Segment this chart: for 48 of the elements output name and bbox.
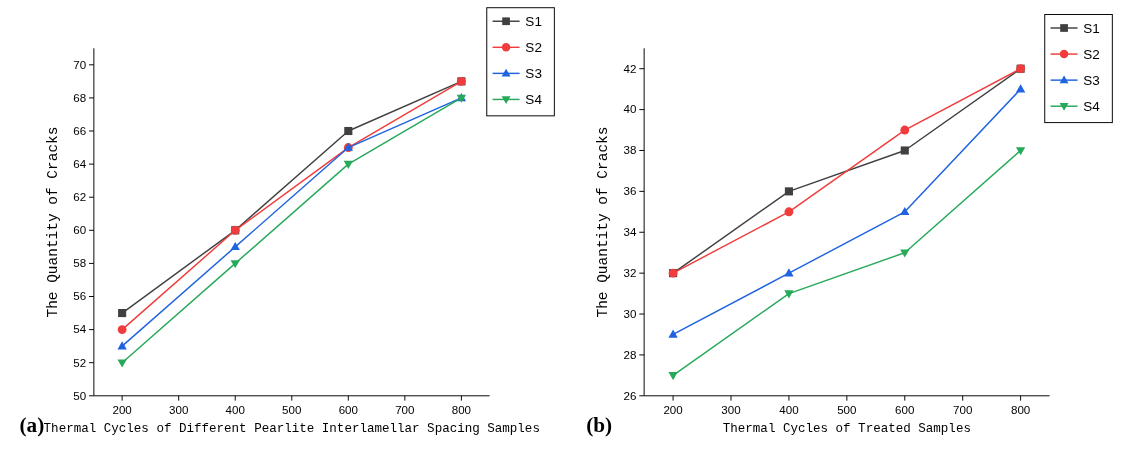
y-tick-label: 36 <box>623 185 637 198</box>
legend-label: S3 <box>1083 72 1100 88</box>
x-tick-label: 300 <box>721 404 741 417</box>
x-tick-label: 400 <box>225 404 245 417</box>
y-tick-label: 54 <box>73 323 87 336</box>
x-axis-title: Thermal Cycles of Different Pearlite Interlamellar Spacing Samples <box>43 422 540 437</box>
y-tick-label: 58 <box>73 257 87 270</box>
y-tick-label: 64 <box>73 157 87 170</box>
y-tick-label: 60 <box>73 224 87 237</box>
legend-label: S4 <box>1083 99 1101 115</box>
y-tick-label: 52 <box>73 356 87 369</box>
y-axis-title: The Quantity of Cracks <box>595 126 612 318</box>
y-tick-label: 68 <box>73 91 87 104</box>
y-tick-label: 70 <box>73 58 87 71</box>
x-tick-label: 600 <box>895 404 915 417</box>
y-tick-label: 56 <box>73 290 87 303</box>
x-tick-label: 700 <box>953 404 973 417</box>
y-tick-label: 32 <box>623 267 637 279</box>
x-tick-label: 400 <box>779 404 799 417</box>
x-tick-label: 300 <box>169 404 189 417</box>
legend-label: S1 <box>1083 20 1100 36</box>
y-tick-label: 34 <box>623 226 637 239</box>
y-tick-label: 42 <box>623 62 637 75</box>
x-tick-label: 500 <box>282 404 302 417</box>
x-tick-label: 500 <box>837 404 857 417</box>
y-tick-label: 38 <box>623 144 637 157</box>
text: (b) <box>586 412 613 437</box>
y-tick-label: 66 <box>73 124 87 137</box>
legend-label: S3 <box>525 66 542 82</box>
x-tick-label: 800 <box>451 404 472 417</box>
legend-label: S4 <box>525 92 543 108</box>
y-tick-label: 40 <box>623 103 637 116</box>
x-axis-title: Thermal Cycles of Treated Samples <box>722 422 971 437</box>
y-axis-title: The Quantity of Cracks <box>45 126 62 318</box>
x-tick-label: 600 <box>338 404 358 417</box>
y-tick-label: 28 <box>623 348 637 361</box>
y-tick-label: 62 <box>73 191 87 204</box>
x-tick-label: 200 <box>663 404 683 417</box>
legend-label: S1 <box>525 14 542 30</box>
y-tick-label: 26 <box>623 389 637 402</box>
x-tick-label: 200 <box>112 404 132 417</box>
y-tick-label: 30 <box>623 307 637 320</box>
x-tick-label: 800 <box>1010 404 1031 417</box>
y-tick-label: 50 <box>73 389 87 402</box>
text: (a) <box>19 412 45 437</box>
legend-label: S2 <box>1083 46 1100 62</box>
legend-label: S2 <box>525 40 542 56</box>
x-tick-label: 700 <box>395 404 415 417</box>
